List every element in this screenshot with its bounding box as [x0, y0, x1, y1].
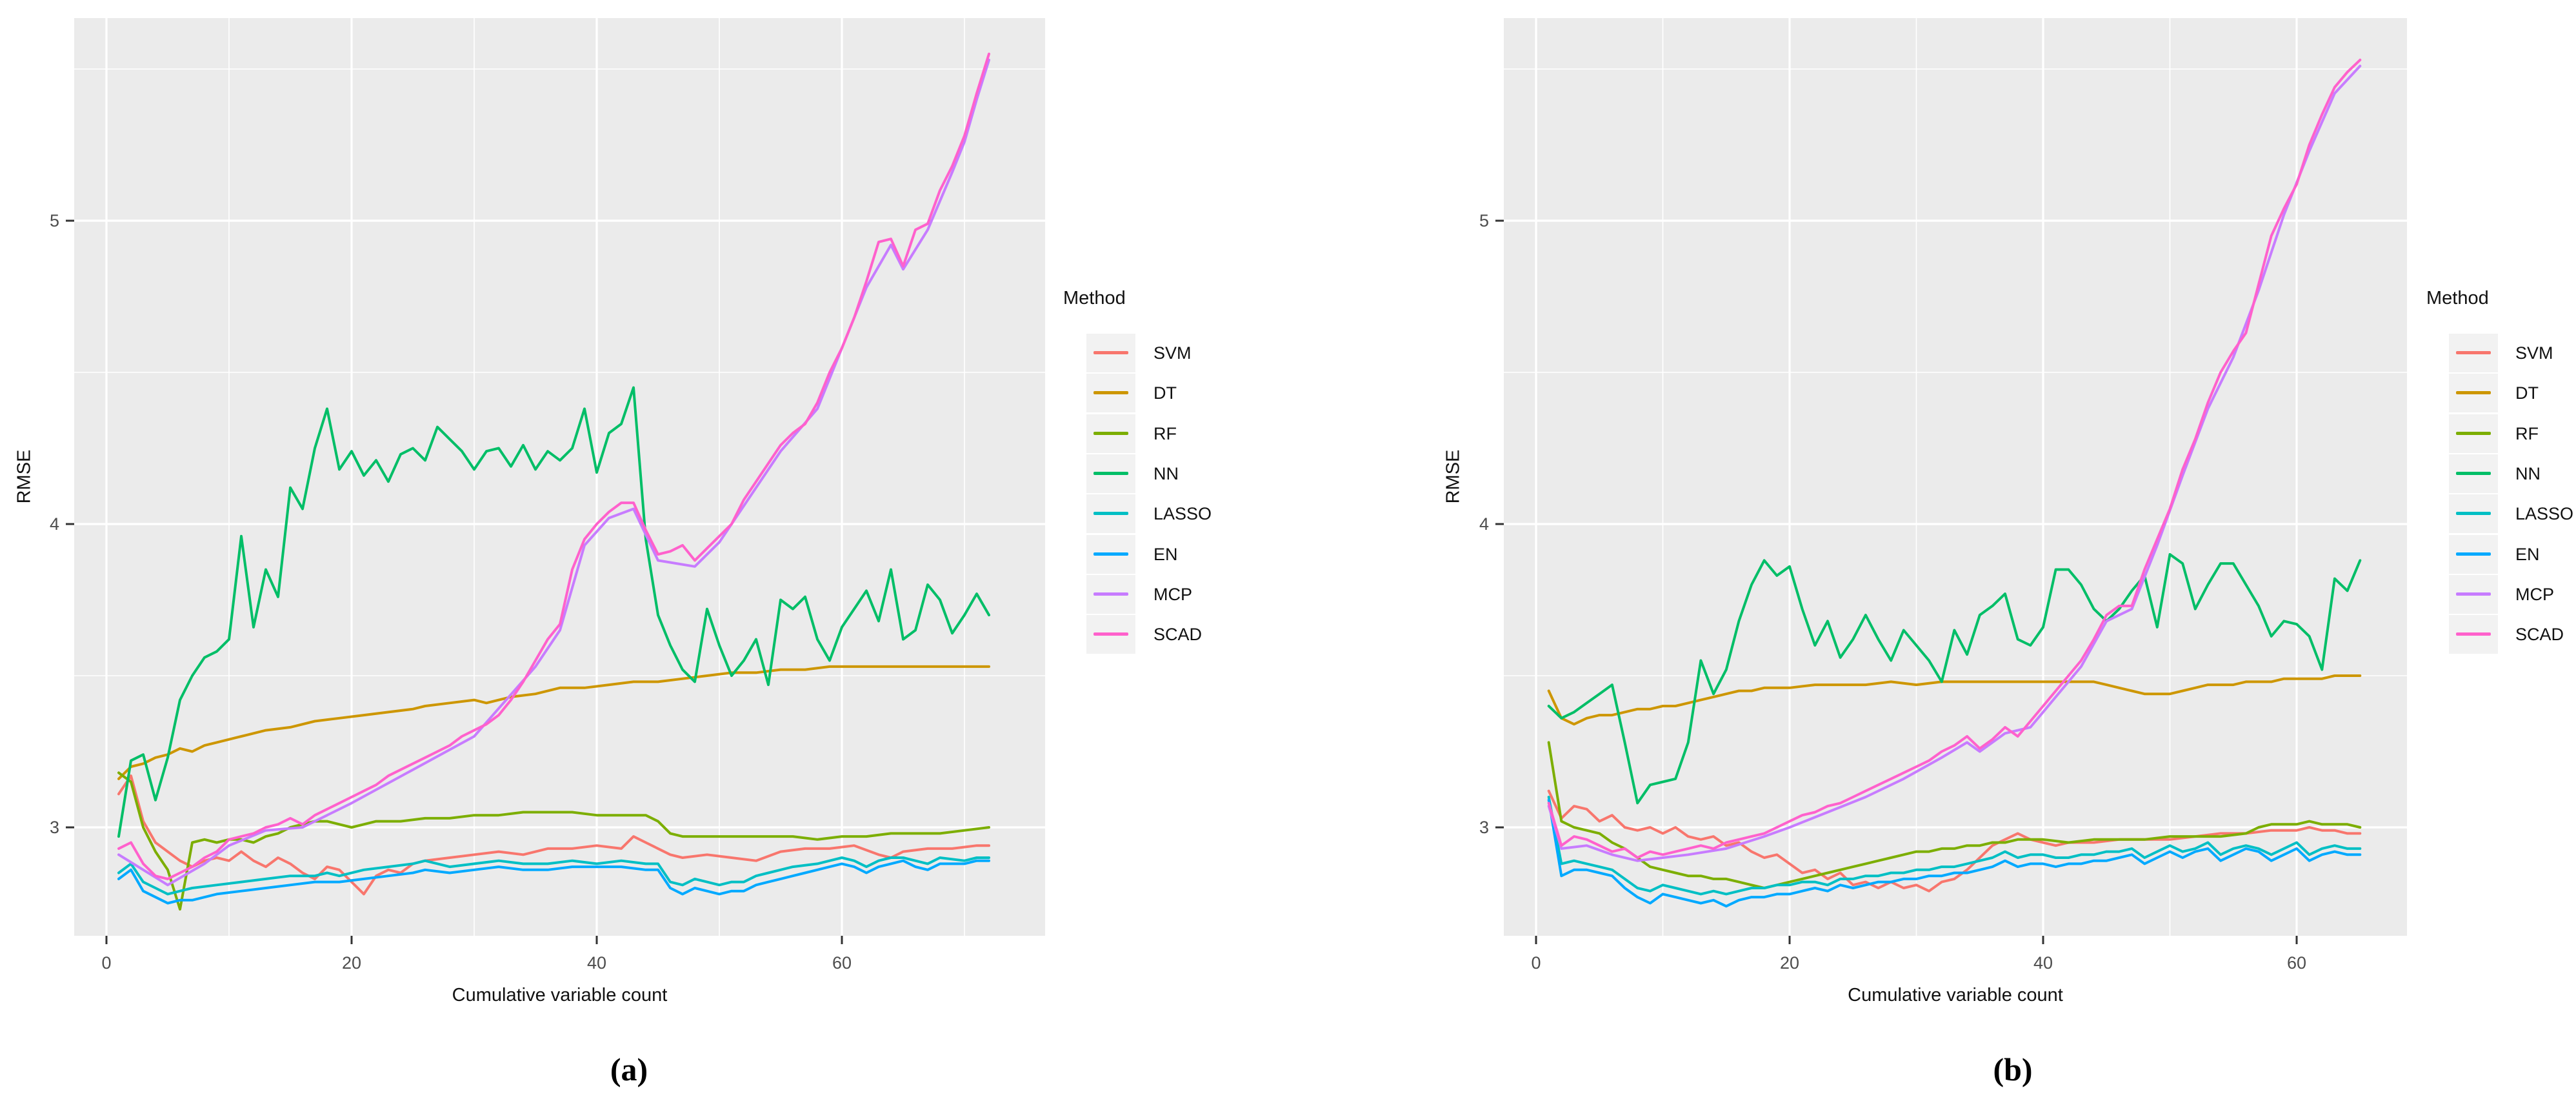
series-line-en: [117, 859, 990, 905]
x-tick-label: 0: [101, 953, 112, 973]
y-tick-label: 4: [49, 514, 59, 534]
legend-key-swatch: [1086, 534, 1135, 574]
legend-line-icon: [2456, 431, 2491, 435]
series-line-dt: [117, 665, 990, 780]
y-tick-label: 3: [49, 818, 59, 837]
y-tick-label: 4: [1479, 514, 1489, 534]
legend-label: SVM: [1153, 343, 1192, 363]
legend-label: DT: [1153, 383, 1177, 403]
legend-key-swatch: [1086, 334, 1135, 372]
plot-area-a: [66, 18, 1045, 944]
chart-b: RMSE Cumulative variable count Method SV…: [1429, 0, 2576, 1101]
legend-label: RF: [2515, 423, 2539, 443]
legend-label: LASSO: [1153, 504, 1212, 524]
legend-line-icon: [1093, 632, 1128, 636]
legend-line-icon: [2456, 391, 2491, 395]
legend-label: NN: [1153, 463, 1179, 483]
legend-key-swatch: [2449, 534, 2498, 574]
x-tick-label: 40: [586, 953, 607, 973]
legend-line-icon: [2456, 351, 2491, 354]
series-line-rf: [117, 771, 990, 911]
legend-label: EN: [1153, 544, 1178, 564]
legend-key-swatch: [2449, 494, 2498, 534]
legend-label: RF: [1153, 423, 1177, 443]
plot-area-b: [1495, 18, 2407, 944]
legend-label: SCAD: [1153, 625, 1203, 645]
legend-line-icon: [1093, 592, 1128, 596]
series-line-lasso: [1547, 796, 2362, 896]
legend-line-icon: [2456, 552, 2491, 556]
legend-line-icon: [1093, 512, 1128, 516]
legend-line-icon: [1093, 471, 1128, 475]
series-line-dt: [1547, 674, 2362, 726]
x-tick-label: 60: [832, 953, 852, 973]
panel-caption-a: (a): [610, 1051, 648, 1087]
y-tick-label: 5: [49, 211, 59, 230]
legend-line-icon: [2456, 512, 2491, 516]
series-line-nn: [117, 386, 990, 838]
legend-label: SCAD: [2515, 625, 2564, 645]
series-line-scad: [117, 52, 990, 880]
series-line-svm: [117, 774, 990, 896]
x-tick-label: 0: [1531, 953, 1541, 973]
legend-key-swatch: [1086, 615, 1135, 654]
series-line-mcp: [117, 58, 990, 887]
series-line-en: [1547, 798, 2362, 908]
legend-line-icon: [1093, 431, 1128, 435]
legend-label: EN: [2515, 544, 2540, 564]
legend-label: NN: [2515, 463, 2541, 483]
series-line-mcp: [1547, 65, 2362, 862]
legend-title: Method: [2426, 288, 2489, 308]
legend-label: MCP: [2515, 584, 2554, 604]
legend-line-icon: [1093, 351, 1128, 354]
y-tick-label: 3: [1479, 818, 1489, 837]
legend-key-swatch: [1086, 454, 1135, 493]
x-tick-label: 20: [1779, 953, 1800, 973]
x-axis-title: Cumulative variable count: [452, 985, 668, 1005]
chart-a: RMSE Cumulative variable count Method SV…: [14, 18, 1212, 1087]
series-line-rf: [1547, 741, 2362, 889]
legend-line-icon: [2456, 632, 2491, 636]
legend-key-swatch: [1086, 574, 1135, 614]
legend-key-swatch: [1086, 494, 1135, 534]
legend-key-swatch: [2449, 374, 2498, 413]
legend-line-icon: [2456, 592, 2491, 596]
y-axis-title: RMSE: [1443, 449, 1464, 504]
panel-caption-b: (b): [1993, 1051, 2033, 1087]
legend-line-icon: [1093, 552, 1128, 556]
series-line-scad: [1547, 58, 2362, 859]
x-axis-title: Cumulative variable count: [1848, 985, 2063, 1005]
legend-key-swatch: [1086, 374, 1135, 413]
y-tick-label: 5: [1479, 211, 1489, 230]
series-line-lasso: [117, 856, 990, 896]
x-tick-label: 40: [2033, 953, 2053, 973]
legend-line-icon: [2456, 471, 2491, 475]
series-line-nn: [1547, 553, 2362, 805]
legend-label: MCP: [1153, 584, 1192, 604]
legend-key-swatch: [2449, 334, 2498, 372]
legend-title: Method: [1063, 288, 1126, 308]
legend-line-icon: [1093, 391, 1128, 395]
x-tick-label: 60: [2286, 953, 2307, 973]
legend-label: DT: [2515, 383, 2539, 403]
legend-key-swatch: [2449, 454, 2498, 493]
legend-key-swatch: [2449, 574, 2498, 614]
y-axis-title: RMSE: [14, 449, 35, 504]
legend-key-swatch: [2449, 414, 2498, 453]
x-tick-label: 20: [341, 953, 362, 973]
panel-background: [1504, 18, 2407, 936]
legend-label: LASSO: [2515, 504, 2574, 524]
legend-label: SVM: [2515, 343, 2553, 363]
legend-key-swatch: [1086, 414, 1135, 453]
panel-background: [74, 18, 1045, 936]
legend-key-swatch: [2449, 615, 2498, 654]
